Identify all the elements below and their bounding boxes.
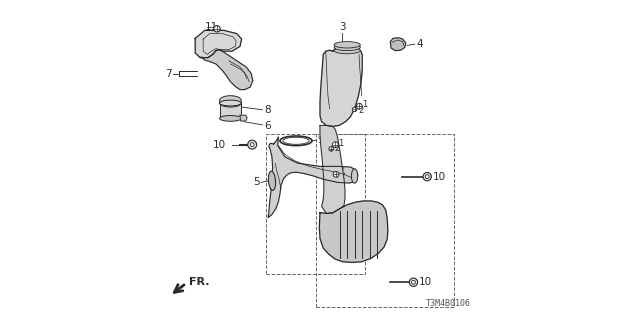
Circle shape (329, 147, 333, 151)
Text: 4: 4 (416, 39, 422, 49)
Circle shape (352, 107, 357, 112)
Ellipse shape (334, 42, 360, 48)
Polygon shape (268, 137, 358, 218)
Circle shape (214, 26, 220, 32)
Ellipse shape (283, 137, 309, 144)
Text: 1: 1 (339, 139, 344, 148)
Circle shape (333, 172, 339, 177)
Circle shape (423, 172, 431, 181)
Text: 5: 5 (253, 177, 260, 188)
Text: 10: 10 (212, 140, 226, 150)
Ellipse shape (268, 171, 276, 190)
Bar (316, 134, 454, 307)
Ellipse shape (351, 169, 358, 183)
Text: 2: 2 (334, 144, 339, 153)
Bar (220, 103, 241, 118)
Polygon shape (240, 115, 247, 121)
Text: 1: 1 (340, 167, 346, 176)
Polygon shape (200, 50, 253, 90)
Text: 7: 7 (166, 68, 172, 79)
Bar (266, 134, 365, 274)
Circle shape (356, 103, 362, 109)
Text: 9: 9 (317, 135, 324, 145)
Text: 3: 3 (339, 22, 346, 32)
Text: FR.: FR. (189, 277, 209, 287)
Ellipse shape (280, 136, 312, 146)
Text: 10: 10 (419, 277, 433, 287)
Circle shape (248, 140, 257, 149)
Text: T3M4B0106: T3M4B0106 (426, 299, 470, 308)
Ellipse shape (220, 100, 241, 106)
Circle shape (410, 278, 418, 286)
Polygon shape (320, 125, 345, 213)
Circle shape (250, 143, 254, 147)
Circle shape (333, 142, 339, 148)
Text: 10: 10 (433, 172, 446, 182)
Text: 2: 2 (358, 106, 364, 115)
Text: 6: 6 (264, 121, 271, 131)
Polygon shape (195, 30, 242, 58)
Polygon shape (319, 201, 388, 262)
Text: 2: 2 (340, 172, 346, 180)
Text: 8: 8 (264, 105, 271, 116)
Ellipse shape (334, 44, 360, 51)
Ellipse shape (334, 47, 360, 54)
Text: 1: 1 (362, 100, 368, 109)
Text: 11: 11 (205, 22, 218, 32)
Circle shape (412, 280, 415, 284)
Ellipse shape (220, 96, 241, 105)
Polygon shape (390, 38, 406, 51)
Ellipse shape (220, 99, 241, 107)
Circle shape (425, 175, 429, 179)
Ellipse shape (220, 116, 241, 121)
Polygon shape (320, 45, 362, 126)
